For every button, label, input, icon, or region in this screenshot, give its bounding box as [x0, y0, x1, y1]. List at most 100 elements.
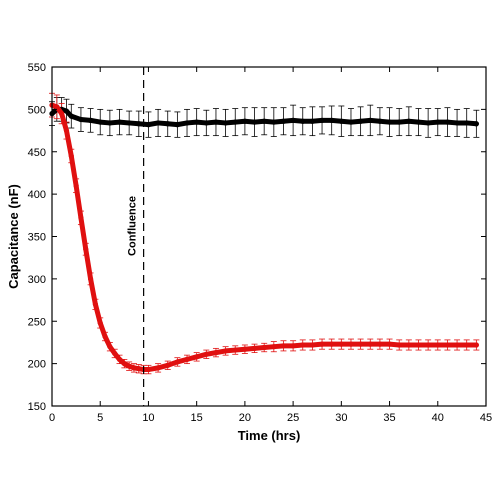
data-point	[338, 341, 344, 347]
data-point	[425, 120, 431, 126]
data-point	[78, 116, 84, 123]
data-point	[136, 121, 142, 127]
y-tick-label: 500	[28, 104, 46, 116]
data-point	[68, 113, 74, 119]
data-point	[415, 119, 422, 125]
data-point	[309, 118, 315, 124]
data-point	[174, 122, 180, 128]
data-point	[454, 342, 460, 348]
data-point	[425, 342, 431, 348]
data-point	[309, 342, 315, 348]
y-tick-label: 550	[28, 62, 46, 74]
y-tick-label: 450	[28, 147, 46, 159]
data-point	[251, 345, 258, 351]
data-point	[435, 119, 441, 125]
data-point	[444, 119, 451, 125]
data-point	[116, 356, 123, 362]
data-point	[386, 119, 393, 125]
data-point	[242, 118, 248, 124]
data-point	[232, 347, 238, 353]
data-point	[358, 341, 364, 347]
confluence-label: Confluence	[127, 196, 139, 256]
y-tick-label: 300	[28, 274, 46, 286]
data-point	[319, 341, 325, 347]
data-point	[367, 341, 373, 347]
x-tick-label: 35	[383, 412, 395, 424]
y-axis-title: Capacitance (nF)	[6, 184, 21, 289]
y-tick-label: 350	[28, 232, 46, 244]
x-tick-label: 0	[49, 412, 55, 424]
data-point	[102, 333, 108, 340]
data-point	[63, 127, 70, 134]
data-point	[329, 341, 335, 347]
data-point	[261, 344, 267, 351]
data-point	[87, 117, 94, 123]
data-point	[242, 346, 248, 352]
data-point	[464, 120, 470, 126]
data-point	[271, 119, 277, 125]
data-point	[184, 120, 190, 126]
data-point	[406, 118, 412, 124]
data-point	[348, 341, 354, 347]
data-point	[261, 118, 267, 124]
y-tick-label: 250	[28, 316, 46, 328]
data-point	[367, 117, 373, 123]
data-point	[377, 341, 383, 347]
data-point	[300, 342, 306, 348]
x-axis-title: Time (hrs)	[238, 428, 301, 443]
data-point	[232, 119, 238, 125]
data-point	[184, 356, 190, 362]
data-point	[145, 122, 152, 128]
data-point	[136, 366, 142, 372]
data-point	[251, 119, 258, 125]
data-point	[126, 363, 132, 369]
data-point	[87, 276, 94, 282]
data-point	[203, 120, 209, 126]
data-point	[386, 341, 393, 347]
data-point	[165, 362, 171, 368]
data-point	[358, 118, 364, 124]
data-point	[97, 119, 103, 125]
data-point	[329, 117, 335, 123]
x-tick-label: 45	[480, 412, 492, 424]
data-point	[396, 342, 402, 348]
data-point	[223, 120, 229, 126]
data-point	[145, 366, 152, 373]
data-point	[435, 342, 441, 348]
data-point	[377, 118, 383, 124]
data-point	[112, 350, 118, 357]
error-bars-layer	[49, 92, 480, 375]
data-point	[194, 119, 200, 125]
x-tick-label: 40	[432, 412, 444, 424]
series-layer	[49, 102, 479, 373]
data-point	[155, 365, 161, 371]
data-point	[63, 108, 70, 114]
data-point	[116, 119, 123, 125]
data-point	[83, 246, 89, 252]
data-point	[290, 343, 296, 349]
data-point	[338, 118, 344, 124]
data-point	[213, 119, 219, 125]
data-point	[473, 342, 479, 348]
series-line-1	[49, 102, 479, 373]
data-point	[155, 120, 161, 126]
data-point	[271, 344, 277, 350]
data-point	[107, 120, 113, 126]
data-point	[348, 119, 354, 125]
data-point	[78, 215, 84, 221]
x-tick-label: 30	[335, 412, 347, 424]
x-tick-label: 10	[142, 412, 154, 424]
data-point	[223, 348, 229, 354]
data-point	[444, 342, 451, 348]
data-point	[92, 301, 98, 307]
data-point	[213, 350, 219, 356]
data-point	[280, 118, 287, 124]
data-point	[68, 153, 74, 159]
data-point	[194, 354, 200, 360]
data-point	[319, 117, 325, 123]
data-point	[203, 351, 209, 357]
data-point	[54, 104, 60, 110]
y-tick-label: 150	[28, 401, 46, 413]
data-point	[97, 320, 103, 326]
